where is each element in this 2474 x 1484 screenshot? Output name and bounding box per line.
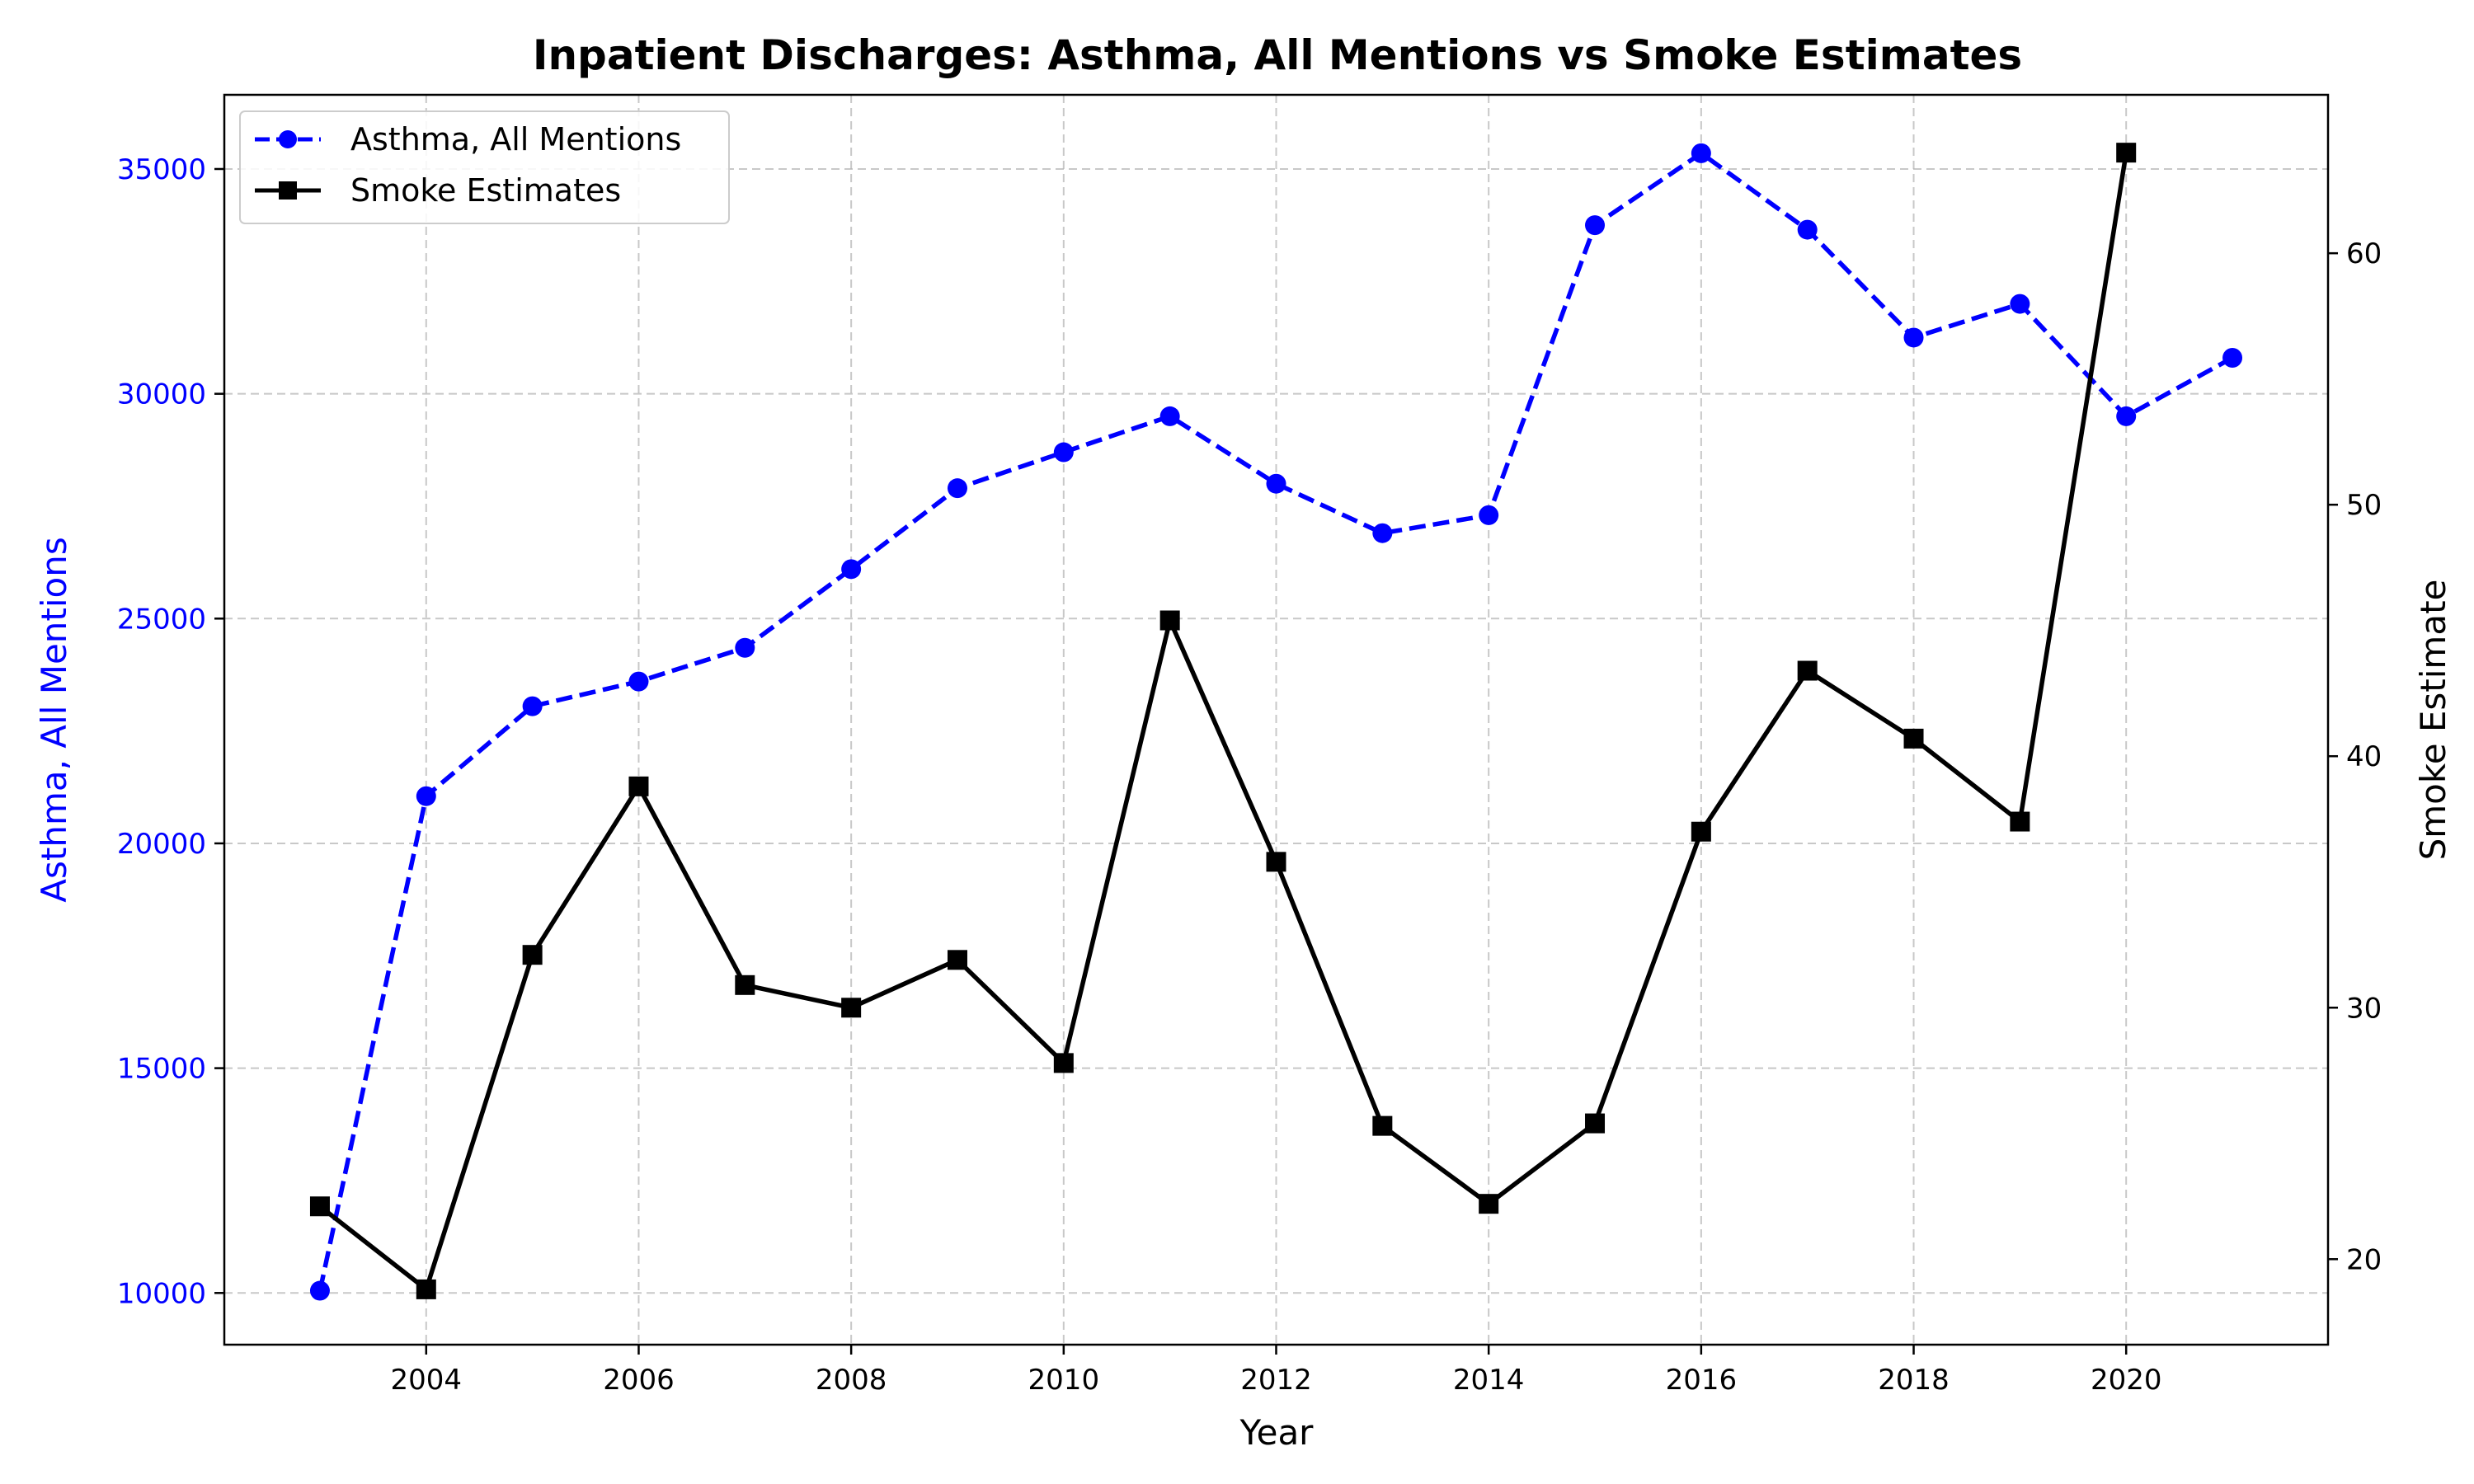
right-y-axis-label: Smoke Estimate [2413, 580, 2453, 861]
left-y-tick-label: 35000 [117, 153, 206, 186]
legend-smoke-marker [279, 181, 297, 200]
legend-asthma-label: Asthma, All Mentions [350, 121, 681, 157]
data-point-square [2010, 811, 2030, 832]
left-y-axis-label: Asthma, All Mentions [34, 537, 74, 903]
right-y-tick-label: 60 [2346, 237, 2382, 270]
data-point-square [309, 1196, 330, 1217]
left-y-axis-ticks: 10000 15000 20000 25000 30000 35000 [117, 153, 224, 1310]
x-tick-label: 2014 [1453, 1364, 1525, 1397]
data-point-circle [735, 637, 755, 658]
data-point-square [1797, 660, 1818, 681]
data-point-square [1585, 1113, 1606, 1134]
data-point-square [1372, 1115, 1393, 1136]
data-point-circle [1266, 473, 1286, 494]
legend-smoke-label: Smoke Estimates [350, 172, 621, 209]
data-point-square [522, 945, 543, 965]
x-tick-label: 2008 [816, 1364, 887, 1397]
data-point-square [947, 950, 967, 970]
legend-box [239, 110, 730, 224]
data-point-circle [1691, 143, 1711, 163]
data-point-square [1159, 610, 1180, 631]
grid-lines [224, 95, 2328, 1345]
data-point-square [628, 776, 649, 796]
data-point-circle [1159, 406, 1180, 426]
series-asthma [309, 143, 2243, 1301]
data-point-circle [309, 1280, 330, 1301]
data-point-circle [416, 786, 436, 806]
data-point-circle [1903, 327, 1924, 348]
series-smoke [309, 143, 2137, 1299]
data-point-circle [1585, 215, 1606, 236]
data-point-square [1053, 1053, 1074, 1073]
data-point-circle [1372, 523, 1393, 543]
left-y-tick-label: 10000 [117, 1277, 206, 1310]
right-y-axis-ticks: 20 30 40 50 60 [2328, 237, 2382, 1276]
x-tick-label: 2012 [1240, 1364, 1312, 1397]
x-tick-label: 2006 [603, 1364, 675, 1397]
series-line [318, 152, 2128, 1292]
right-y-tick-label: 40 [2346, 740, 2382, 773]
data-point-circle [2222, 348, 2243, 369]
data-point-circle [1053, 442, 1074, 463]
data-point-square [1691, 821, 1711, 842]
series-layer [309, 143, 2243, 1301]
data-point-circle [2010, 294, 2030, 314]
left-y-tick-label: 15000 [117, 1053, 206, 1086]
data-point-square [1266, 852, 1286, 872]
x-tick-label: 2020 [2091, 1364, 2162, 1397]
data-point-circle [2116, 406, 2137, 426]
chart-title: Inpatient Discharges: Asthma, All Mentio… [533, 31, 2022, 79]
x-tick-label: 2010 [1028, 1364, 1100, 1397]
right-y-tick-label: 30 [2346, 992, 2382, 1025]
left-y-tick-label: 25000 [117, 603, 206, 636]
x-axis-label: Year [1239, 1412, 1315, 1453]
data-point-square [1903, 728, 1924, 749]
data-point-square [735, 974, 755, 995]
data-point-square [841, 998, 862, 1018]
legend-asthma-marker [279, 130, 297, 148]
x-tick-label: 2016 [1666, 1364, 1738, 1397]
legend: Asthma, All Mentions Smoke Estimates [239, 110, 730, 224]
data-point-circle [522, 696, 543, 716]
right-y-tick-label: 50 [2346, 489, 2382, 522]
left-y-tick-label: 20000 [117, 828, 206, 861]
x-tick-label: 2018 [1878, 1364, 1950, 1397]
data-point-circle [841, 559, 862, 580]
data-point-circle [947, 478, 967, 499]
data-point-circle [1479, 505, 1499, 525]
left-y-tick-label: 30000 [117, 378, 206, 411]
data-point-circle [1797, 219, 1818, 240]
data-point-square [2116, 143, 2137, 163]
data-point-square [416, 1279, 436, 1299]
right-y-tick-label: 20 [2346, 1243, 2382, 1276]
data-point-circle [628, 671, 649, 692]
x-tick-label: 2004 [391, 1364, 463, 1397]
x-axis-ticks: 2004 2006 2008 2010 2012 2014 2016 2018 2020 [391, 1345, 2162, 1397]
data-point-square [1479, 1194, 1499, 1214]
